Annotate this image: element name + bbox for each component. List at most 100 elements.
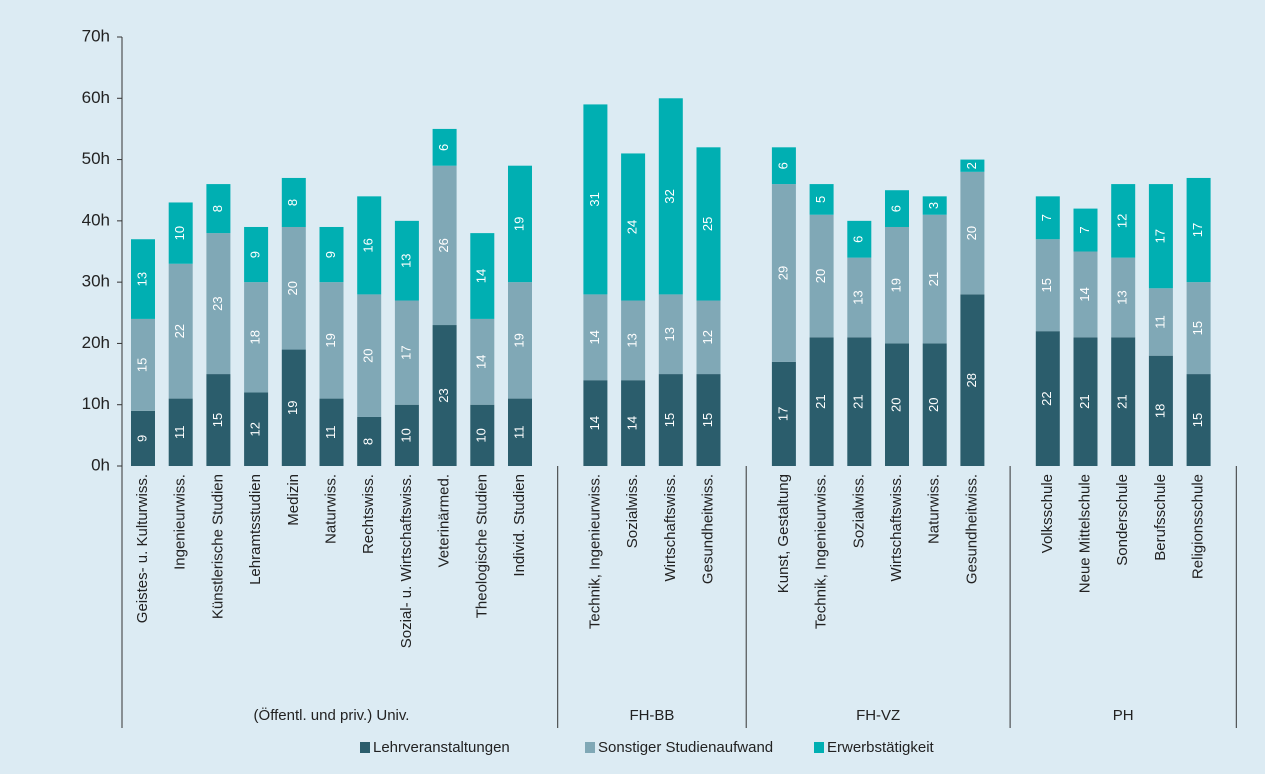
value-label: 9 <box>248 251 263 258</box>
bar-segment <box>131 410 155 466</box>
value-label: 17 <box>1190 223 1205 237</box>
value-label: 28 <box>964 373 979 387</box>
value-label: 19 <box>285 401 300 415</box>
bar-segment <box>658 98 683 295</box>
y-tick-label: 50h <box>82 149 110 168</box>
value-label: 6 <box>775 162 790 169</box>
value-label: 19 <box>511 333 526 347</box>
legend-swatch <box>585 742 595 753</box>
bar-segment <box>1035 239 1060 332</box>
x-tick-label: Sozialwiss. <box>624 474 641 548</box>
bar-segment <box>1148 184 1173 289</box>
group-label: FH-VZ <box>856 707 900 724</box>
value-label: 6 <box>888 205 903 212</box>
value-label: 18 <box>248 330 263 344</box>
x-tick-label: Gesundheitwiss. <box>699 474 716 584</box>
x-tick-label: Medizin <box>285 474 302 526</box>
value-label: 19 <box>888 278 903 292</box>
bar-segment <box>621 153 646 301</box>
bar-segment <box>696 147 721 301</box>
x-tick-label: Naturwiss. <box>322 474 339 544</box>
x-tick-label: Lehramtsstudien <box>247 474 264 585</box>
value-label: 22 <box>1039 391 1054 405</box>
x-tick-label: Wirtschaftswiss. <box>888 474 905 582</box>
bar-segment <box>432 165 457 326</box>
bar-segment <box>658 294 683 375</box>
bar-segment <box>281 226 306 350</box>
bar-segment <box>583 294 608 381</box>
bar-segment <box>960 294 985 466</box>
x-tick-label: Religionsschule <box>1190 474 1207 579</box>
bar-segment <box>244 282 269 393</box>
x-tick-label: Rechtswiss. <box>360 474 377 554</box>
x-tick-label: Wirtschaftswiss. <box>662 474 679 582</box>
x-tick-label: Veterinärmed. <box>436 474 453 567</box>
value-label: 15 <box>210 413 225 427</box>
bar-segment <box>621 300 646 381</box>
bar-segment <box>1186 282 1211 375</box>
value-label: 15 <box>700 413 715 427</box>
bar-segment <box>244 392 269 466</box>
bar-segment <box>281 177 306 227</box>
x-tick-label: Ingenieurwiss. <box>172 474 189 570</box>
y-tick-label: 40h <box>82 210 110 229</box>
bar-segment <box>1186 374 1211 466</box>
bar-segment <box>847 257 872 338</box>
bar-segment <box>168 398 193 466</box>
legend-label: Sonstiger Studienaufwand <box>598 739 773 756</box>
value-label: 10 <box>474 428 489 442</box>
bar-segment <box>131 318 155 411</box>
bar-segment <box>319 398 344 466</box>
value-label: 20 <box>285 281 300 295</box>
bar-segment <box>470 233 495 319</box>
legend-label: Lehrveranstaltungen <box>373 739 510 756</box>
value-label: 21 <box>1077 394 1092 408</box>
group-label: PH <box>1113 707 1134 724</box>
value-label: 19 <box>511 217 526 231</box>
value-label: 14 <box>625 416 640 430</box>
bar-segment <box>809 214 834 338</box>
value-label: 17 <box>775 407 790 421</box>
x-tick-label: Geistes- u. Kulturwiss. <box>134 474 151 623</box>
bar-segment <box>1035 196 1060 240</box>
group-label: FH-BB <box>629 707 674 724</box>
value-label: 21 <box>813 394 828 408</box>
value-label: 15 <box>1039 278 1054 292</box>
bar-segment <box>357 196 382 295</box>
bar-segment <box>583 104 608 295</box>
value-label: 15 <box>1190 321 1205 335</box>
value-label: 14 <box>1077 287 1092 301</box>
x-tick-label: Kunst, Gestaltung <box>775 474 792 593</box>
bar-segment <box>319 226 344 283</box>
bar-segment <box>244 226 269 283</box>
bar-segment <box>1148 288 1173 356</box>
bar-segment <box>771 184 796 362</box>
value-label: 17 <box>398 345 413 359</box>
value-label: 12 <box>1115 214 1130 228</box>
bar-segment <box>809 337 834 466</box>
bar-segment <box>1111 257 1136 338</box>
x-tick-label: Technik, Ingenieurwiss. <box>586 474 603 629</box>
value-label: 8 <box>285 199 300 206</box>
bar-segment <box>847 337 872 466</box>
value-label: 15 <box>1190 413 1205 427</box>
value-label: 25 <box>700 217 715 231</box>
y-tick-label: 70h <box>82 26 110 45</box>
bar-segment <box>357 294 382 417</box>
bar-segment <box>508 282 532 399</box>
value-label: 20 <box>813 269 828 283</box>
value-label: 24 <box>625 220 640 234</box>
bar-segment <box>847 220 872 258</box>
value-label: 7 <box>1039 214 1054 221</box>
y-tick-label: 0h <box>91 455 110 474</box>
value-label: 11 <box>1152 315 1167 329</box>
value-label: 2 <box>964 162 979 169</box>
x-tick-label: Gesundheitwiss. <box>963 474 980 584</box>
bar-segment <box>470 318 495 405</box>
value-label: 13 <box>1115 290 1130 304</box>
bar-segment <box>1073 251 1098 338</box>
value-label: 15 <box>662 413 677 427</box>
value-label: 13 <box>662 327 677 341</box>
value-label: 32 <box>662 189 677 203</box>
value-label: 9 <box>323 251 338 258</box>
